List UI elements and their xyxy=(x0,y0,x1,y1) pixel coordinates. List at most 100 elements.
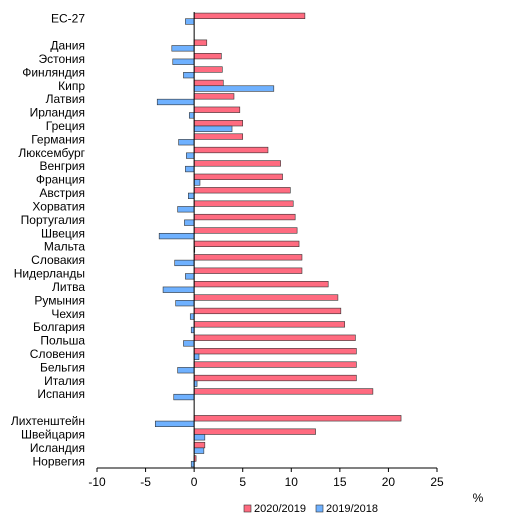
bar-series-2019-2018-2 xyxy=(171,45,195,52)
bar-series-2020-2019-12 xyxy=(193,173,283,180)
category-label: Нидерланды xyxy=(14,267,85,281)
bar-series-2019-2018-14 xyxy=(177,206,195,213)
bar-series-2020-2019-24 xyxy=(193,334,356,341)
bar-series-2020-2019-8 xyxy=(193,120,244,127)
x-tick-label: 0 xyxy=(191,475,198,489)
x-tick-label: 20 xyxy=(382,475,396,489)
bars-layer xyxy=(154,12,402,468)
category-label: Ирландия xyxy=(30,106,85,120)
bar-series-2020-2019-30 xyxy=(193,415,402,422)
bar-series-2020-2019-10 xyxy=(193,146,269,154)
category-label: Румыния xyxy=(34,293,85,307)
category-label: Греция xyxy=(46,119,85,133)
category-label: Литва xyxy=(52,280,85,294)
category-label: Германия xyxy=(31,132,85,146)
legend-label-2019-2018: 2019/2018 xyxy=(326,503,378,515)
bar-series-2020-2019-3 xyxy=(193,53,222,60)
bar-series-2020-2019-16 xyxy=(193,227,298,234)
bar-series-2019-2018-6 xyxy=(156,98,195,106)
bar-series-2020-2019-5 xyxy=(193,79,224,87)
category-label: Польша xyxy=(40,334,85,348)
bar-series-2020-2019-27 xyxy=(193,374,357,382)
bar-series-2020-2019-23 xyxy=(193,321,346,328)
bar-series-2019-2018-3 xyxy=(172,58,195,65)
bar-series-2019-2018-8 xyxy=(193,125,233,132)
x-tick-label: 10 xyxy=(285,475,299,489)
category-label: Венгрия xyxy=(39,159,85,173)
bar-series-2019-2018-9 xyxy=(178,139,195,146)
bar-series-2020-2019-9 xyxy=(193,133,244,140)
category-label: Финляндия xyxy=(22,65,85,79)
bar-series-2019-2018-25 xyxy=(193,353,200,360)
category-label: Эстония xyxy=(39,52,86,66)
category-label: Португалия xyxy=(21,213,85,227)
bar-series-2020-2019-31 xyxy=(193,428,316,435)
category-labels: ЕС-27 ДанияЭстонияФинляндияКипрЛатвияИрла… xyxy=(11,12,86,469)
category-label: Швеция xyxy=(41,226,85,240)
category-label: Австрия xyxy=(39,186,85,200)
bar-series-2020-2019-0 xyxy=(193,12,306,19)
bar-series-2019-2018-12 xyxy=(193,179,201,186)
bar-series-2019-2018-0 xyxy=(185,18,195,25)
bar-series-2019-2018-31 xyxy=(193,434,206,441)
bar-series-2019-2018-18 xyxy=(174,259,195,267)
bar-series-2020-2019-14 xyxy=(193,200,294,207)
category-label: Мальта xyxy=(44,240,85,254)
bar-series-2020-2019-4 xyxy=(193,66,223,73)
bar-series-2019-2018-15 xyxy=(184,219,195,226)
category-label: Франция xyxy=(36,173,85,187)
category-label: Италия xyxy=(44,374,85,388)
category-label: Хорватия xyxy=(32,199,85,213)
bar-series-2019-2018-13 xyxy=(188,192,195,199)
bar-series-2020-2019-15 xyxy=(193,213,296,221)
category-label: Лихтенштейн xyxy=(11,414,85,428)
x-unit-label: % xyxy=(473,491,484,505)
bar-series-2020-2019-32 xyxy=(193,441,206,449)
bar-series-2019-2018-11 xyxy=(185,165,195,173)
bar-series-2019-2018-20 xyxy=(162,286,195,293)
x-ticks: -10 -5 0 5 10 15 20 25 xyxy=(88,468,444,489)
category-label: Чехия xyxy=(51,307,85,321)
bar-series-2020-2019-19 xyxy=(193,267,303,274)
category-label: Словения xyxy=(30,347,85,361)
bar-series-2020-2019-28 xyxy=(193,388,374,395)
bar-series-2019-2018-4 xyxy=(183,72,195,79)
bar-series-2019-2018-32 xyxy=(193,447,205,454)
bar-series-2020-2019-2 xyxy=(193,39,208,46)
category-label: Словакия xyxy=(31,253,85,267)
bar-series-2020-2019-13 xyxy=(193,187,291,194)
x-tick-label: -10 xyxy=(88,475,106,489)
category-label: ЕС-27 xyxy=(51,12,85,26)
bar-series-2020-2019-6 xyxy=(193,93,235,100)
category-label: Кипр xyxy=(58,79,85,93)
category-label: Швейцария xyxy=(21,427,85,441)
category-label: Люксембург xyxy=(18,146,85,160)
bar-series-2020-2019-17 xyxy=(193,240,300,248)
legend-label-2020-2019: 2020/2019 xyxy=(254,503,306,515)
bar-series-2020-2019-11 xyxy=(193,160,281,167)
bar-series-2019-2018-19 xyxy=(185,273,195,280)
legend-swatch-2020-2019 xyxy=(243,504,252,513)
category-label: Норвегия xyxy=(32,454,85,468)
category-label: Бельгия xyxy=(40,360,85,374)
x-tick-label: -5 xyxy=(140,475,151,489)
x-tick-label: 5 xyxy=(239,475,246,489)
bar-series-2020-2019-22 xyxy=(193,307,342,315)
bar-series-2020-2019-25 xyxy=(193,348,357,355)
bar-series-2020-2019-18 xyxy=(193,254,303,261)
bar-series-2020-2019-26 xyxy=(193,361,357,368)
bar-series-2019-2018-21 xyxy=(175,300,195,307)
category-label: Испания xyxy=(37,387,85,401)
category-label: Исландия xyxy=(30,441,85,455)
bar-series-2020-2019-7 xyxy=(193,106,241,113)
bar-series-2019-2018-26 xyxy=(177,367,195,374)
bar-series-2020-2019-21 xyxy=(193,294,339,301)
legend: 2020/2019 2019/2018 xyxy=(243,503,378,515)
category-label: Болгария xyxy=(33,320,85,334)
bar-series-2019-2018-10 xyxy=(186,152,195,159)
bar-series-2020-2019-20 xyxy=(193,281,329,288)
category-label: Дания xyxy=(50,39,85,53)
bar-series-2019-2018-16 xyxy=(158,232,195,240)
legend-swatch-2019-2018 xyxy=(315,504,324,513)
